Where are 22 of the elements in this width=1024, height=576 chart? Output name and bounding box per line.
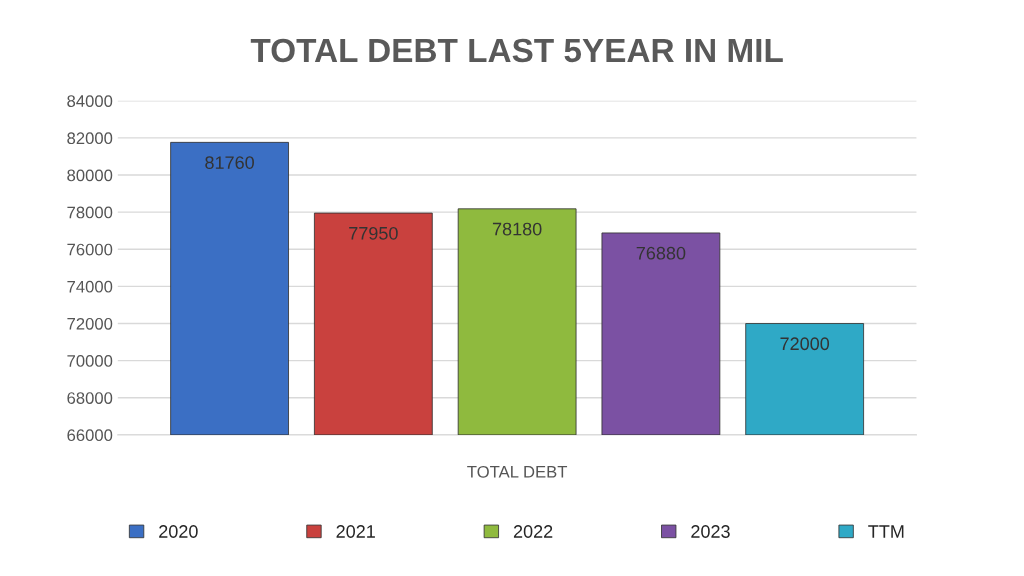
y-tick-label: 84000 bbox=[67, 95, 113, 107]
legend-label: 2020 bbox=[159, 525, 198, 538]
data-label: 78180 bbox=[492, 222, 542, 236]
y-tick-label: 68000 bbox=[67, 392, 113, 404]
y-tick-label: 80000 bbox=[67, 169, 113, 182]
y-tick-label: 76000 bbox=[67, 243, 113, 256]
data-label: 81760 bbox=[205, 156, 254, 169]
y-tick-label: 72000 bbox=[67, 317, 113, 330]
data-label: 72000 bbox=[780, 337, 830, 351]
y-tick-label: 82000 bbox=[67, 132, 113, 145]
x-tick-label: TOTAL DEBT bbox=[467, 465, 568, 478]
data-label: 76880 bbox=[636, 246, 686, 260]
y-tick-label: 70000 bbox=[67, 355, 113, 367]
chart-title: TOTAL DEBT LAST 5YEAR IN MIL bbox=[250, 38, 783, 63]
legend-label: 2022 bbox=[513, 525, 553, 538]
legend-label: 2023 bbox=[691, 525, 730, 538]
y-tick-label: 78000 bbox=[67, 206, 113, 219]
legend-label: 2021 bbox=[336, 525, 375, 538]
legend-label: TTM bbox=[868, 525, 904, 538]
y-tick-label: 66000 bbox=[67, 429, 113, 442]
data-label: 77950 bbox=[349, 226, 398, 240]
y-tick-label: 74000 bbox=[67, 280, 113, 293]
